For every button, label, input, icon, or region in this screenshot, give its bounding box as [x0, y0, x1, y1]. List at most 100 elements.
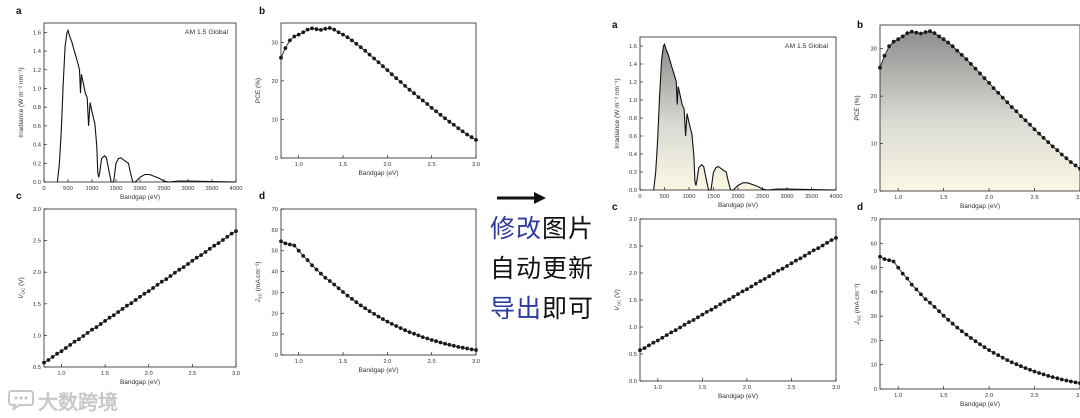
- data-point: [700, 312, 705, 317]
- data-point: [1041, 136, 1046, 140]
- data-point: [438, 112, 443, 117]
- data-point: [928, 29, 932, 34]
- x-tick-label: 2.0: [985, 393, 993, 399]
- data-point: [1037, 131, 1041, 136]
- panel-letter: d: [259, 191, 265, 202]
- y-tick-label: 20: [272, 79, 278, 85]
- data-point: [98, 322, 103, 326]
- data-point: [59, 349, 64, 354]
- x-tick-label: 500: [63, 186, 73, 192]
- data-point: [407, 330, 412, 334]
- data-point: [425, 336, 430, 341]
- data-line: [280, 27, 477, 141]
- panel-b-original: b 1.0 1.5 2.0 2.5 3.0 0 10 20 30 Bandgap (eV) PCE (…: [255, 6, 480, 177]
- data-point: [905, 31, 910, 35]
- data-point: [982, 345, 987, 350]
- y-tick-label: 0.0: [629, 188, 637, 194]
- data-point: [138, 294, 142, 299]
- data-point: [434, 109, 438, 114]
- x-tick-label: 4000: [230, 186, 243, 192]
- data-point: [279, 239, 283, 244]
- data-point: [292, 34, 297, 39]
- data-point: [891, 39, 896, 44]
- data-point: [1055, 376, 1060, 381]
- data-point: [133, 298, 138, 302]
- data-point: [447, 119, 452, 124]
- y-tick-label: 30: [272, 40, 278, 46]
- data-point: [85, 331, 90, 335]
- y-axis-label: Irradiance (W m⁻² nm⁻¹): [614, 78, 621, 148]
- data-point: [376, 314, 381, 319]
- data-point: [159, 279, 164, 284]
- data-point: [438, 340, 443, 345]
- data-point: [785, 264, 789, 268]
- panel-letter: b: [259, 6, 265, 17]
- data-point: [151, 286, 156, 290]
- y-tick-label: 10: [871, 142, 877, 148]
- y-tick-label: 10: [871, 363, 877, 369]
- data-point: [394, 324, 399, 328]
- data-point: [740, 289, 745, 294]
- data-point: [923, 297, 928, 301]
- data-point: [456, 126, 461, 131]
- data-point: [673, 328, 678, 333]
- data-point: [811, 248, 816, 253]
- data-point: [389, 322, 394, 326]
- data-point: [955, 325, 960, 330]
- data-point: [207, 246, 212, 251]
- y-tick-label: 0.0: [629, 379, 637, 385]
- panel-letter: c: [16, 191, 22, 202]
- data-point: [420, 335, 425, 339]
- data-point: [350, 38, 354, 43]
- data-point: [767, 274, 772, 279]
- data-point: [394, 76, 399, 81]
- data-point: [937, 309, 941, 314]
- data-point: [403, 328, 407, 333]
- data-point: [116, 310, 121, 314]
- data-point: [146, 289, 151, 294]
- data-point: [425, 102, 430, 106]
- data-point: [1059, 377, 1064, 382]
- x-tick-label: 3000: [781, 194, 794, 200]
- chart-title: AM 1.5 Global: [785, 43, 829, 50]
- y-tick-label: 0: [874, 387, 877, 393]
- data-point: [367, 52, 372, 57]
- y-tick-label: 0.5: [629, 352, 637, 358]
- x-tick-label: 3.0: [472, 162, 480, 168]
- y-tick-label: 0: [275, 156, 278, 162]
- panel-letter: a: [16, 6, 22, 17]
- right-arrow-icon: [497, 192, 546, 204]
- x-tick-label: 2.0: [985, 195, 993, 201]
- data-point: [696, 315, 700, 320]
- data-point: [81, 334, 86, 338]
- data-point: [177, 267, 182, 272]
- y-tick-label: 1.6: [629, 44, 637, 50]
- data-point: [982, 76, 987, 80]
- data-point: [891, 259, 896, 264]
- data-point: [429, 106, 434, 110]
- data-point: [323, 26, 328, 31]
- y-tick-label: 0.4: [629, 152, 638, 158]
- data-point: [319, 28, 323, 32]
- data-point: [412, 91, 416, 96]
- x-tick-label: 2.0: [145, 371, 153, 377]
- caption-line-1: 修改图片: [490, 214, 610, 244]
- x-tick-label: 2.5: [787, 385, 795, 391]
- x-tick-label: 2500: [158, 186, 171, 192]
- data-point: [900, 34, 905, 39]
- chart-panels: a0 500 1000 1500 2000 2500 3000 3500 40000.00.20…: [16, 6, 1080, 408]
- y-tick-label: 0.5: [33, 365, 41, 371]
- y-axis-label: Irradiance (W m⁻² nm⁻¹): [18, 67, 25, 137]
- data-point: [168, 274, 173, 278]
- y-tick-label: 0.2: [33, 161, 41, 167]
- y-tick-label: 50: [272, 249, 278, 255]
- y-tick-label: 1.4: [33, 49, 42, 55]
- data-point: [996, 353, 1001, 358]
- data-point: [969, 336, 973, 340]
- y-tick-label: 0.2: [629, 170, 637, 176]
- data-point: [882, 257, 887, 261]
- y-tick-label: 2.5: [33, 239, 41, 245]
- y-tick-label: 1.5: [629, 298, 637, 304]
- data-point: [987, 81, 991, 85]
